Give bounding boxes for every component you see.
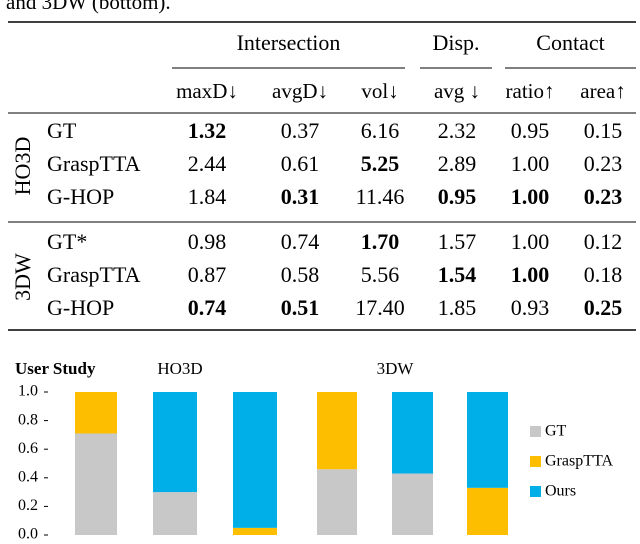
cell: 0.93 [511, 295, 550, 320]
bar-segment [153, 492, 197, 535]
cell: 0.25 [584, 295, 623, 320]
bar-segment [317, 392, 357, 470]
cell: 0.87 [188, 262, 227, 287]
column-header: avgD↓ [272, 79, 328, 103]
y-tick-label: 0.2 [18, 497, 38, 514]
bar-segment [392, 473, 433, 535]
cell: 0.18 [584, 262, 623, 287]
cell: 1.00 [511, 184, 550, 209]
cell: 5.56 [361, 262, 400, 287]
cell: 0.95 [511, 118, 550, 143]
y-tick-label: 0.4 [18, 468, 38, 485]
chart-title: User Study [15, 359, 96, 378]
column-header: ratio↑ [506, 79, 555, 103]
cell: 1.70 [361, 229, 400, 254]
bar-segment [467, 392, 508, 488]
method: G-HOP [47, 184, 114, 209]
y-tick-label: 0.0 [18, 526, 38, 543]
cell: 0.12 [584, 229, 623, 254]
block-label: 3DW [10, 253, 35, 301]
cell: 0.61 [281, 151, 320, 176]
bar-segment [153, 392, 197, 493]
group-label: 3DW [377, 359, 415, 378]
group-header: Contact [536, 30, 604, 55]
cell: 0.58 [281, 262, 320, 287]
cell: 17.40 [355, 295, 405, 320]
cell: 1.00 [511, 151, 550, 176]
cell: 1.32 [188, 118, 227, 143]
cell: 0.74 [281, 229, 320, 254]
method: GraspTTA [47, 262, 141, 287]
method: G-HOP [47, 295, 114, 320]
caption: and 3DW (bottom). [6, 0, 171, 14]
cell: 0.37 [281, 118, 320, 143]
cell: 0.98 [188, 229, 227, 254]
cell: 1.00 [511, 262, 550, 287]
cell: 6.16 [361, 118, 400, 143]
bar-segment [392, 392, 433, 474]
block-label: HO3D [10, 137, 35, 196]
cell: 1.85 [438, 295, 477, 320]
cell: 2.32 [438, 118, 477, 143]
cell: 5.25 [361, 151, 400, 176]
bar-segment [75, 392, 117, 434]
group-header: Intersection [237, 30, 341, 55]
cell: 0.23 [584, 184, 623, 209]
cell: 0.31 [281, 184, 320, 209]
bar-segment [317, 469, 357, 535]
cell: 1.84 [188, 184, 227, 209]
y-tick-label: 1.0 [18, 383, 38, 400]
bar-segment [233, 527, 277, 535]
method: GT* [47, 229, 87, 254]
group-header: Disp. [432, 30, 479, 55]
bar-segment [467, 487, 508, 535]
cell: 1.00 [511, 229, 550, 254]
bar-segment [233, 392, 277, 528]
method: GT [47, 118, 77, 143]
cell: 0.51 [281, 295, 320, 320]
column-header: maxD↓ [176, 79, 238, 103]
cell: 1.57 [438, 229, 477, 254]
y-tick-label: 0.8 [18, 411, 38, 428]
cell: 0.74 [188, 295, 227, 320]
cell: 11.46 [356, 184, 405, 209]
column-header: vol↓ [361, 79, 398, 103]
cell: 0.23 [584, 151, 623, 176]
group-label: HO3D [157, 359, 202, 378]
column-header: avg ↓ [434, 79, 480, 103]
legend-swatch [530, 426, 541, 437]
column-header: area↑ [580, 79, 625, 103]
y-tick-label: 0.6 [18, 440, 38, 457]
legend-swatch [530, 486, 541, 497]
cell: 0.95 [438, 184, 477, 209]
cell: 2.44 [188, 151, 227, 176]
method: GraspTTA [47, 151, 141, 176]
legend-label: GT [545, 423, 567, 440]
legend-swatch [530, 456, 541, 467]
legend-label: Ours [545, 483, 576, 500]
legend-label: GraspTTA [545, 453, 613, 470]
bar-segment [75, 433, 117, 535]
cell: 1.54 [438, 262, 477, 287]
cell: 0.15 [584, 118, 623, 143]
cell: 2.89 [438, 151, 477, 176]
